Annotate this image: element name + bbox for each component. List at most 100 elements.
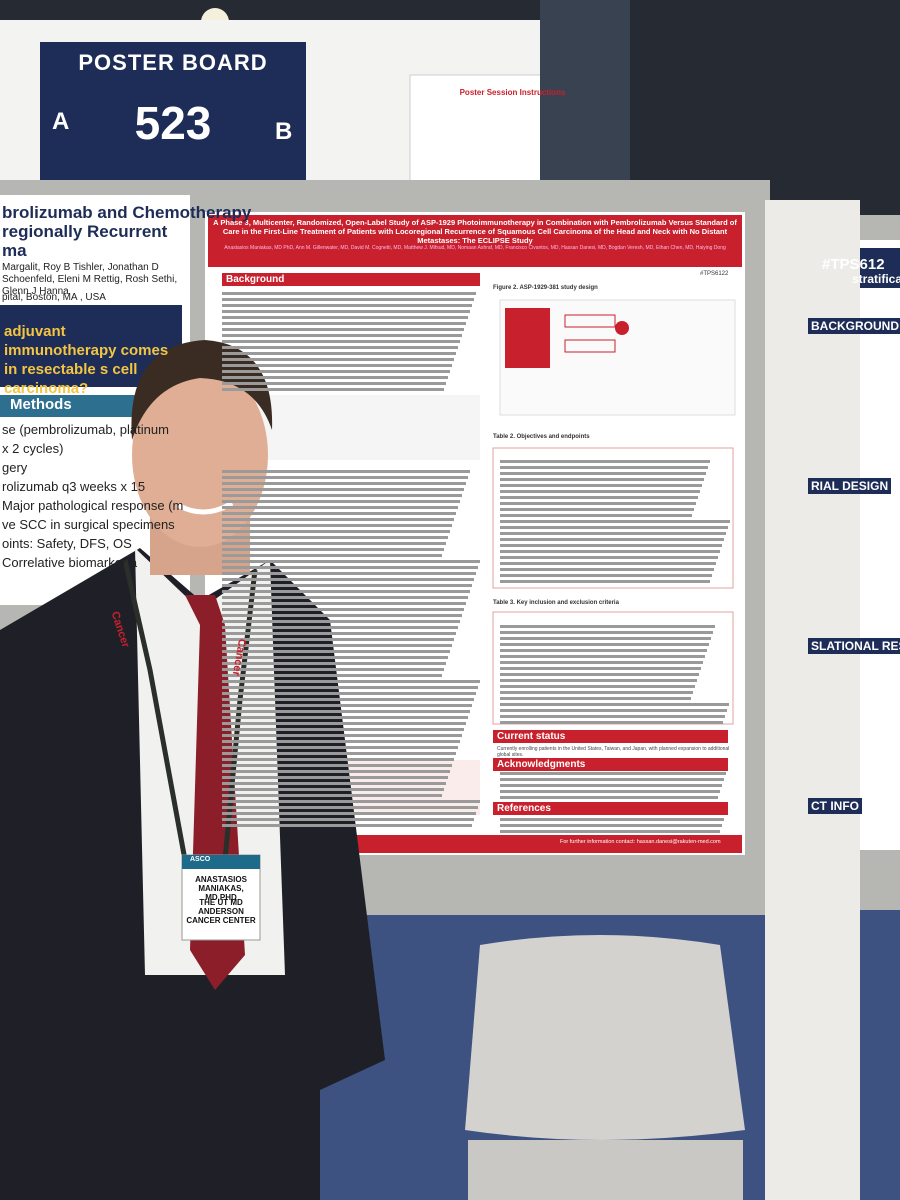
sign-number: 523 [134, 97, 212, 149]
text-line [222, 536, 448, 539]
badge-band [182, 855, 260, 869]
left-methods-bar [0, 395, 135, 417]
section-header: Current status [493, 730, 728, 743]
badge-name: ANASTASIOS MANIAKAS, MD,PHD [195, 875, 247, 902]
text-line [222, 584, 472, 587]
text-line [222, 524, 452, 527]
banner [540, 0, 630, 180]
text-line [222, 316, 468, 319]
lab-table [340, 760, 480, 815]
smile [176, 500, 234, 515]
text-line [222, 310, 470, 313]
figure-box [505, 308, 550, 368]
left-authors: Margalit, Roy B Tishler, Jonathan D Scho… [2, 262, 178, 297]
badge [181, 854, 261, 941]
text-line [222, 376, 448, 379]
text-line [500, 784, 722, 787]
text-line [500, 703, 729, 706]
text-line [222, 352, 456, 355]
text-line [222, 506, 458, 509]
text-line [222, 716, 468, 719]
text-line [500, 673, 699, 676]
text-line [222, 818, 474, 821]
text-line [222, 824, 472, 827]
text-line [500, 550, 720, 553]
left-line: rolizumab q3 weeks x 15 [2, 479, 146, 494]
text-line [222, 782, 446, 785]
text-line [222, 298, 474, 301]
text-line [222, 770, 450, 773]
text-line [222, 788, 444, 791]
text-line [500, 625, 715, 628]
text-line [222, 364, 452, 367]
text-line [222, 554, 442, 557]
text-line [222, 668, 444, 671]
text-line [222, 346, 458, 349]
text-line [222, 800, 480, 803]
text-line [222, 518, 454, 521]
text-line [222, 740, 460, 743]
text-line [222, 482, 466, 485]
text-line [222, 776, 448, 779]
text-line [222, 322, 466, 325]
main-header [208, 215, 742, 267]
text-line [500, 790, 720, 793]
text-line [500, 778, 724, 781]
section-header: Background [222, 273, 480, 286]
text-line [222, 512, 456, 515]
text-line [500, 496, 698, 499]
text-line [500, 649, 707, 652]
text-line [222, 370, 450, 373]
text-line [500, 691, 693, 694]
text-line [500, 709, 727, 712]
text-line [222, 722, 466, 725]
text-line [222, 358, 454, 361]
text-line [500, 697, 691, 700]
text-line [500, 544, 722, 547]
text-line [222, 304, 472, 307]
text-line [222, 590, 470, 593]
text-line [222, 734, 462, 737]
text-line [222, 602, 466, 605]
text-line [500, 796, 718, 799]
left-title: brolizumab and Chemotherapy [2, 203, 252, 222]
text-line [500, 520, 730, 523]
text-line [222, 382, 446, 385]
figure-caption: Figure 2. ASP-1929-381 study design [493, 285, 598, 291]
right-section: BACKGROUND [808, 318, 900, 334]
text-line [500, 484, 702, 487]
text-line [500, 830, 720, 833]
text-line [222, 644, 452, 647]
left-title-bg [0, 195, 190, 263]
text-line [222, 328, 464, 331]
text-line [222, 488, 464, 491]
text-line [500, 631, 713, 634]
text-line [500, 721, 723, 724]
text-line [500, 574, 712, 577]
right-title: stratifica [852, 272, 900, 286]
text-line [500, 478, 704, 481]
left-section: Methods [10, 396, 72, 413]
text-line [222, 542, 446, 545]
text-line [222, 470, 470, 473]
text-line [500, 824, 722, 827]
text-line [222, 674, 442, 677]
text-line [500, 460, 710, 463]
sign-heading: POSTER BOARD [78, 50, 268, 75]
figure-node [615, 321, 629, 335]
text-line [500, 580, 710, 583]
poster-title: A Phase 3, Multicenter, Randomized, Open… [213, 218, 737, 245]
text-line [222, 608, 464, 611]
text-line [500, 667, 701, 670]
left-line: se (pembrolizumab, platinum [2, 422, 169, 437]
text-line [222, 806, 478, 809]
text-line [500, 715, 725, 718]
poster-id: #TPS6122 [700, 271, 729, 277]
text-line [222, 578, 474, 581]
left-question: adjuvant immunotherapy comes in resectab… [4, 323, 169, 397]
text-line [222, 662, 446, 665]
text-line [222, 500, 460, 503]
text-line [222, 728, 464, 731]
text-line [222, 752, 456, 755]
